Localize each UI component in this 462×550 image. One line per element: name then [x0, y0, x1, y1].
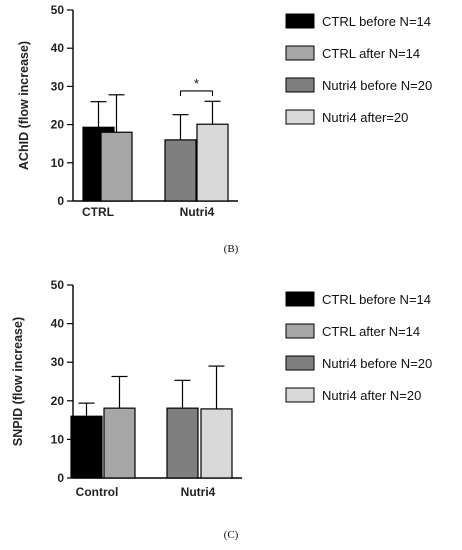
- y-tick-label: 40: [51, 317, 65, 331]
- y-tick-label: 30: [51, 355, 65, 369]
- y-tick-label: 20: [51, 118, 65, 132]
- chart-panel-b: 0 10 20 30 40 50 AChID (flow increase) CTRL Nutr…: [17, 3, 432, 255]
- legend-label: Nutri4 before N=20: [322, 356, 432, 371]
- y-tick-label: 20: [51, 394, 65, 408]
- bar: [196, 123, 229, 202]
- y-tick-label: 50: [51, 278, 65, 292]
- legend-swatch: [285, 109, 315, 125]
- legend-item: Nutri4 before N=20: [285, 77, 432, 93]
- legend-item: CTRL before N=14: [285, 291, 431, 307]
- bar: [200, 408, 233, 479]
- panel-label: (C): [224, 529, 239, 541]
- y-tick-label: 40: [51, 41, 65, 55]
- y-tick-label: 0: [57, 194, 64, 208]
- x-category-label: Nutri4: [180, 205, 215, 219]
- y-tick-label: 10: [51, 156, 65, 170]
- legend-label: CTRL after N=14: [322, 46, 420, 61]
- y-tick-label: 10: [51, 432, 65, 446]
- y-tick-label: 30: [51, 79, 65, 93]
- legend-label: Nutri4 after=20: [322, 110, 408, 125]
- legend-label: Nutri4 after N=20: [322, 388, 421, 403]
- chart-c-svg: 0 10 20 30 40 50 SNPID (flow increase) Control N…: [11, 278, 432, 541]
- y-axis-title: SNPID (flow increase): [11, 317, 25, 446]
- legend-item: Nutri4 after=20: [285, 109, 408, 125]
- legend-item: Nutri4 after N=20: [285, 387, 421, 403]
- chart-b-svg: 0 10 20 30 40 50 AChID (flow increase) CTRL Nutr…: [17, 3, 432, 255]
- x-category-label: Control: [76, 485, 119, 499]
- x-category-label: CTRL: [82, 205, 114, 219]
- y-tick-label: 0: [57, 471, 64, 485]
- legend-label: CTRL before N=14: [322, 292, 431, 307]
- significance-star: *: [194, 76, 199, 91]
- legend-swatch: [285, 291, 315, 307]
- legend-label: CTRL after N=14: [322, 324, 420, 339]
- legend-item: CTRL after N=14: [285, 45, 420, 61]
- panel-label: (B): [224, 243, 239, 255]
- legend-swatch: [285, 45, 315, 61]
- significance-bracket: [179, 90, 214, 96]
- legend-label: CTRL before N=14: [322, 14, 431, 29]
- legend-label: Nutri4 before N=20: [322, 78, 432, 93]
- legend-swatch: [285, 355, 315, 371]
- legend-item: CTRL before N=14: [285, 13, 431, 29]
- bar: [70, 415, 103, 479]
- y-axis-title: AChID (flow increase): [17, 41, 31, 170]
- legend-swatch: [285, 13, 315, 29]
- bar: [166, 407, 199, 479]
- legend-item: CTRL after N=14: [285, 323, 420, 339]
- y-tick-label: 50: [51, 3, 65, 17]
- legend-swatch: [285, 323, 315, 339]
- x-category-label: Nutri4: [181, 485, 216, 499]
- legend-swatch: [285, 387, 315, 403]
- chart-panel-c: 0 10 20 30 40 50 SNPID (flow increase) Control N…: [0, 275, 462, 550]
- bar: [164, 139, 197, 202]
- bar: [103, 407, 136, 479]
- legend-swatch: [285, 77, 315, 93]
- bar: [100, 131, 133, 202]
- legend-item: Nutri4 before N=20: [285, 355, 432, 371]
